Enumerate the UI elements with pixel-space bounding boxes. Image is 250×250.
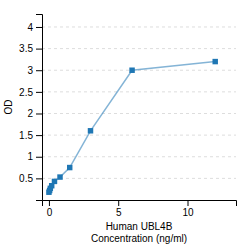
grid-line <box>42 156 236 157</box>
x-tick: 0 <box>47 200 53 218</box>
plot-area <box>46 59 218 195</box>
x-axis-title-line: Human UBL4B <box>106 221 173 232</box>
line <box>49 62 215 193</box>
x-axis: 0 5 10 <box>43 200 237 218</box>
x-tick: 10 <box>182 200 194 218</box>
chart-svg: 0 5 10 0.5 1 1.5 2 2.5 3 3.5 4 Human UBL4BConcentra… <box>0 0 250 250</box>
marker <box>52 179 57 184</box>
y-tick-mark <box>36 49 42 50</box>
y-tick: 4 <box>27 22 42 33</box>
y-tick: 2 <box>27 108 42 119</box>
y-tick-mark <box>36 135 42 136</box>
x-tick-mark <box>49 200 50 206</box>
y-tick: 3.5 <box>19 43 42 54</box>
y-tick-mark <box>36 92 42 93</box>
marker <box>57 174 62 179</box>
x-tick-mark <box>188 200 189 206</box>
x-axis-title-line: Concentration (ng/ml) <box>91 233 187 244</box>
y-tick-label: 1.5 <box>19 130 33 141</box>
x-tick-mark <box>118 200 119 206</box>
marker <box>129 67 134 72</box>
grid-line <box>42 178 236 179</box>
y-tick-mark <box>36 178 42 179</box>
y-axis: 0.5 1 1.5 2 2.5 3 3.5 4 <box>19 15 42 201</box>
x-tick-label: 0 <box>47 207 53 218</box>
x-tick: 5 <box>116 200 122 218</box>
y-tick-label: 2 <box>27 108 33 119</box>
y-tick: 1.5 <box>19 130 42 141</box>
grid-line <box>42 26 236 27</box>
chart-container: 0 5 10 0.5 1 1.5 2 2.5 3 3.5 4 Human UBL4BConcentra… <box>0 0 250 250</box>
y-tick-mark <box>36 70 42 71</box>
y-tick: 0.5 <box>19 173 42 184</box>
y-tick-label: 3 <box>27 65 33 76</box>
grid-line <box>42 91 236 92</box>
y-axis-title: OD <box>3 100 14 115</box>
grid-line <box>42 48 236 49</box>
x-axis-line <box>43 201 237 207</box>
y-tick: 3 <box>27 65 42 76</box>
y-tick-mark <box>36 113 42 114</box>
y-tick-label: 0.5 <box>19 173 33 184</box>
y-axis-line <box>36 15 43 201</box>
y-tick-label: 2.5 <box>19 87 33 98</box>
grid-line <box>42 113 236 114</box>
y-tick-label: 3.5 <box>19 43 33 54</box>
grid <box>42 27 236 178</box>
marker <box>212 59 217 64</box>
x-axis-title: Human UBL4BConcentration (ng/ml) <box>91 221 187 244</box>
y-tick: 2.5 <box>19 87 42 98</box>
grid-line <box>42 135 236 136</box>
y-tick-mark <box>36 157 42 158</box>
x-tick-label: 10 <box>182 207 194 218</box>
marker <box>67 165 72 170</box>
y-tick-label: 1 <box>27 151 33 162</box>
marker <box>88 128 93 133</box>
x-tick-label: 5 <box>116 207 122 218</box>
y-tick-mark <box>36 27 42 28</box>
y-tick: 1 <box>27 151 42 162</box>
y-tick-label: 4 <box>27 22 33 33</box>
